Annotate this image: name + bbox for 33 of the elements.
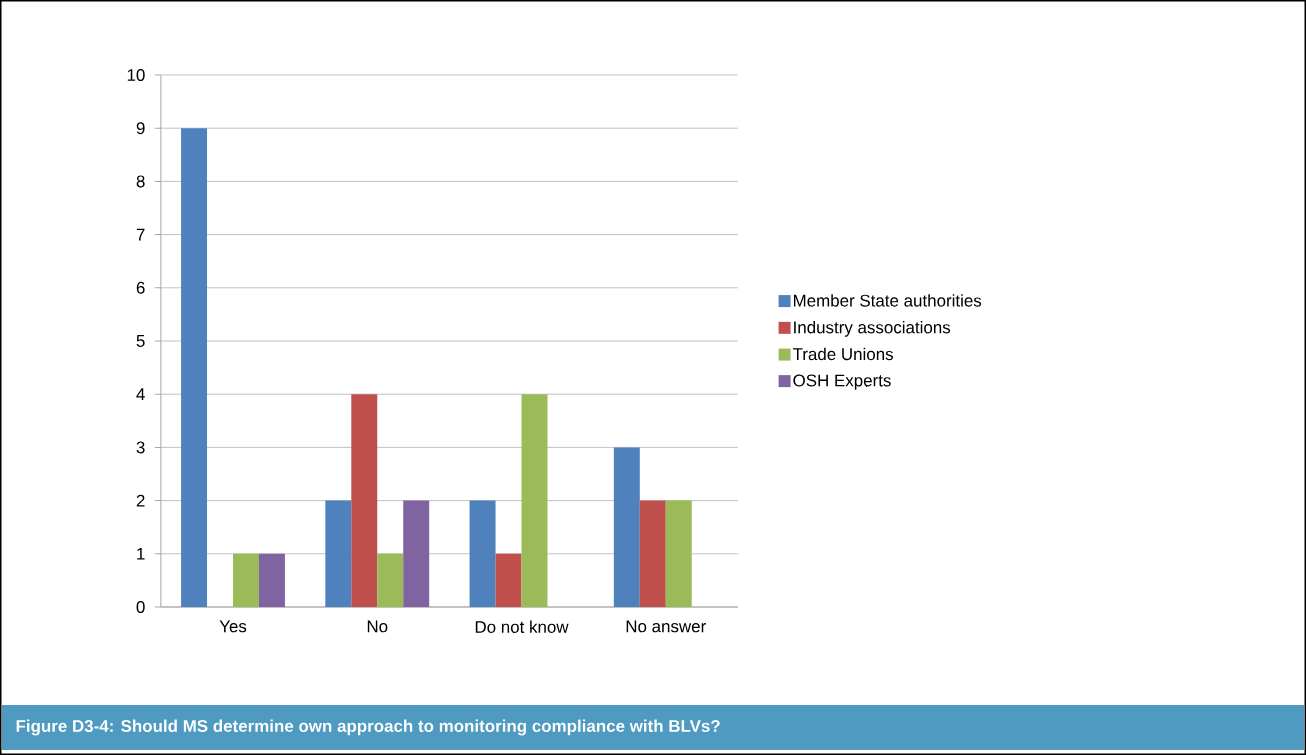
y-tick-label: 3	[136, 441, 145, 454]
bar	[325, 500, 352, 607]
y-tick-label: 5	[136, 335, 145, 347]
x-tick-label: Do not know	[475, 620, 569, 633]
legend-label: Member State authorities	[793, 294, 982, 307]
bar	[233, 553, 259, 607]
legend-label: OSH Experts	[793, 374, 891, 390]
bar	[181, 128, 208, 607]
y-tick-label: 9	[136, 122, 145, 135]
legend-label: Industry associations	[794, 320, 951, 337]
x-tick-label: No	[367, 620, 388, 633]
bar	[639, 500, 666, 607]
bar	[377, 553, 404, 607]
bar	[521, 394, 548, 607]
y-tick-label: 4	[136, 388, 145, 401]
text: Figure D3-4: Should MS determine own approach to monitoring compliance with BLVs?	[16, 719, 720, 736]
y-tick-label: 1	[137, 547, 145, 560]
y-tick-label: 6	[136, 281, 145, 294]
bar	[469, 500, 496, 607]
legend-label: Trade Unions	[792, 347, 893, 361]
x-tick-label: No answer	[626, 620, 706, 633]
y-tick-label: 2	[136, 494, 145, 507]
bar	[258, 553, 285, 607]
y-tick-label: 0	[136, 601, 145, 613]
y-tick-label: 10	[127, 68, 145, 81]
bar	[495, 553, 522, 607]
x-tick-label: Yes	[219, 620, 247, 633]
bar	[403, 500, 430, 607]
y-tick-label: 8	[136, 175, 145, 188]
bar	[613, 447, 640, 607]
y-tick-label: 7	[136, 228, 145, 241]
bar	[665, 500, 692, 607]
bar	[351, 394, 378, 607]
